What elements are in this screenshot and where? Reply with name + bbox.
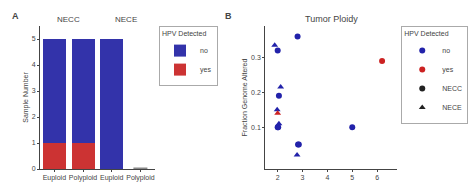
svg-text:4: 4 [32, 61, 36, 68]
svg-text:3: 3 [301, 174, 305, 181]
svg-text:5: 5 [32, 35, 36, 42]
svg-text:6: 6 [375, 174, 379, 181]
svg-text:3: 3 [32, 87, 36, 94]
svg-text:NECC: NECC [57, 15, 80, 24]
svg-text:0.1: 0.1 [251, 124, 261, 131]
svg-text:NECC: NECC [442, 85, 462, 92]
svg-text:Fraction Genome Altered: Fraction Genome Altered [241, 58, 248, 136]
svg-text:yes: yes [442, 66, 453, 74]
svg-text:Euploid: Euploid [100, 174, 123, 182]
svg-text:0.3: 0.3 [251, 54, 261, 61]
svg-text:NECE: NECE [442, 104, 462, 111]
svg-text:Polyploid: Polyploid [69, 174, 98, 182]
svg-text:yes: yes [200, 66, 211, 74]
svg-text:B: B [225, 11, 232, 21]
svg-text:Euploid: Euploid [43, 174, 66, 182]
svg-text:2: 2 [32, 113, 36, 120]
svg-text:2: 2 [276, 174, 280, 181]
svg-text:Sample Number: Sample Number [22, 72, 30, 123]
svg-text:NECE: NECE [115, 15, 137, 24]
svg-text:0.2: 0.2 [251, 89, 261, 96]
svg-text:1: 1 [32, 139, 36, 146]
svg-text:4: 4 [325, 174, 329, 181]
svg-text:HPV Detected: HPV Detected [404, 30, 448, 37]
svg-text:no: no [442, 47, 450, 54]
svg-text:0: 0 [32, 165, 36, 172]
svg-text:no: no [200, 47, 208, 54]
svg-text:Tumor Ploidy: Tumor Ploidy [305, 14, 358, 24]
svg-text:Polyploid: Polyploid [126, 174, 155, 182]
svg-text:5: 5 [350, 174, 354, 181]
svg-text:A: A [12, 11, 19, 21]
svg-text:HPV Detected: HPV Detected [162, 30, 206, 37]
